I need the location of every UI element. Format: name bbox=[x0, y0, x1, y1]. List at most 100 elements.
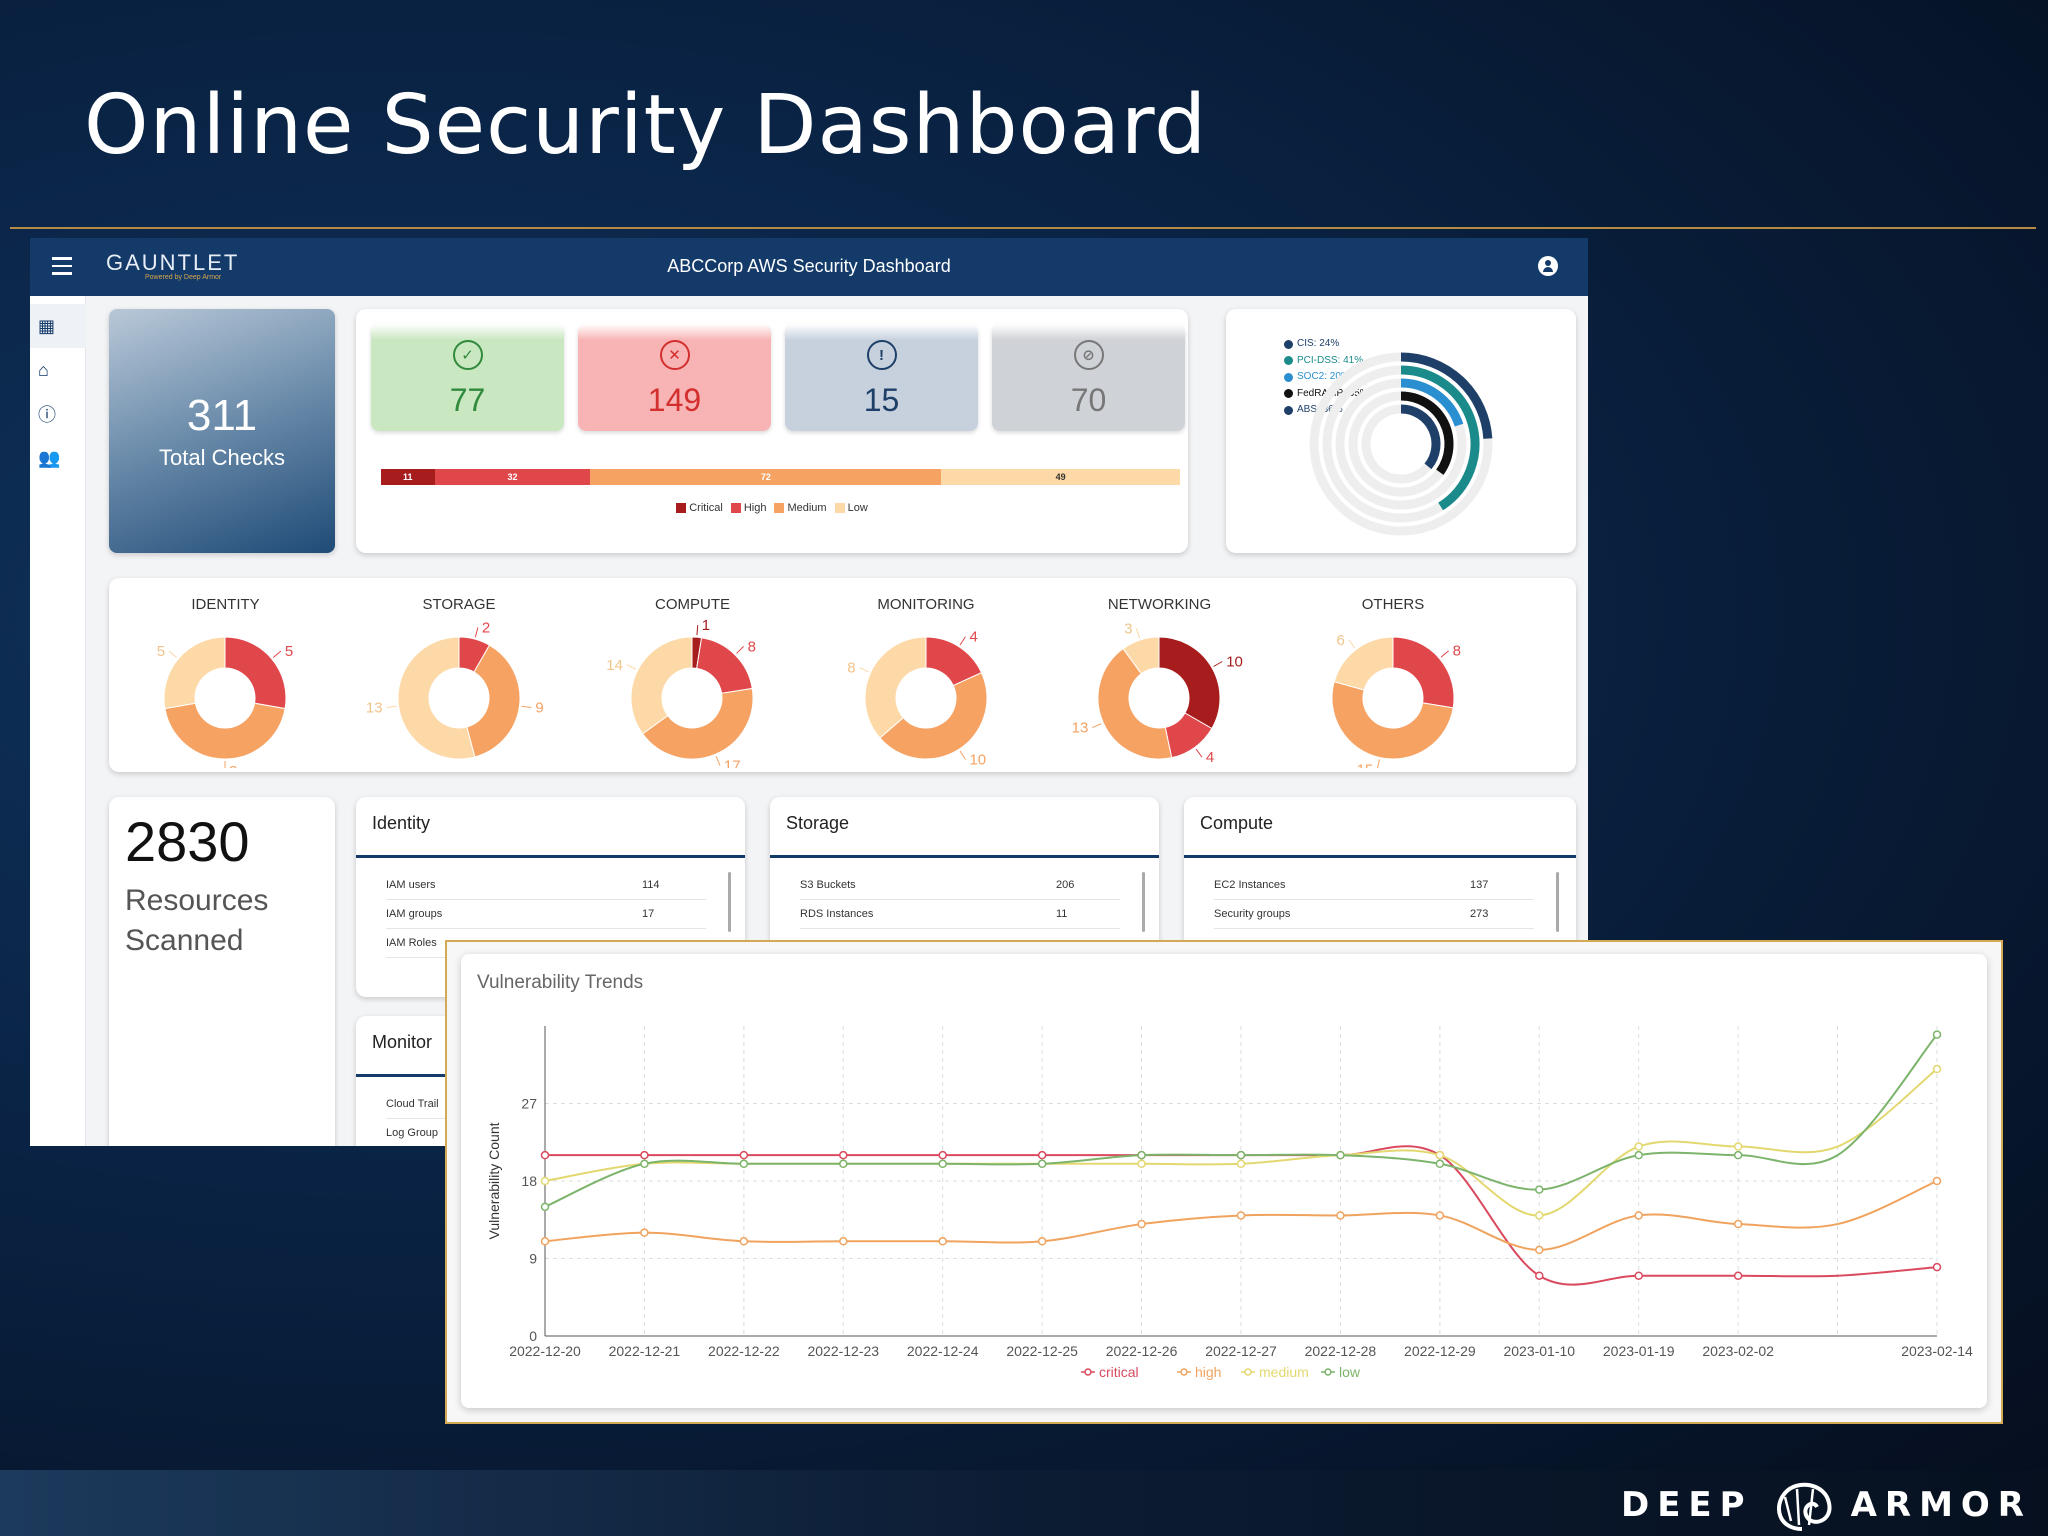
donut-slice[interactable] bbox=[397, 636, 475, 760]
severity-bar-segment[interactable]: 72 bbox=[590, 469, 942, 485]
compliance-arc[interactable] bbox=[1400, 378, 1464, 427]
data-point[interactable] bbox=[938, 1237, 947, 1246]
data-point[interactable] bbox=[540, 1176, 550, 1186]
data-point[interactable] bbox=[1733, 1142, 1743, 1151]
data-point[interactable] bbox=[1634, 1150, 1643, 1160]
legend-label[interactable]: low bbox=[1339, 1364, 1361, 1380]
data-point[interactable] bbox=[640, 1150, 649, 1160]
compliance-arc[interactable] bbox=[1400, 391, 1454, 475]
data-point[interactable] bbox=[1137, 1159, 1146, 1169]
donut-slice[interactable] bbox=[465, 644, 520, 758]
data-point[interactable] bbox=[640, 1228, 649, 1237]
data-point[interactable] bbox=[1733, 1219, 1743, 1229]
data-point[interactable] bbox=[839, 1150, 848, 1160]
severity-tile[interactable]: ✓ 77 bbox=[371, 324, 564, 431]
donut-slice[interactable] bbox=[878, 671, 987, 760]
data-point[interactable] bbox=[1336, 1211, 1345, 1220]
list-item[interactable]: Log Group bbox=[386, 1119, 706, 1146]
list-item[interactable]: IAM users 114 bbox=[386, 871, 706, 900]
scrollbar[interactable] bbox=[728, 872, 731, 932]
donut-slice[interactable] bbox=[630, 636, 693, 735]
donut-slice[interactable] bbox=[864, 636, 926, 739]
total-checks-card[interactable]: 311 Total Checks bbox=[109, 309, 335, 553]
donut-slice[interactable] bbox=[641, 687, 754, 760]
list-item[interactable]: EC2 Instances 137 bbox=[1214, 871, 1534, 900]
users-settings-icon[interactable]: 👥 bbox=[38, 447, 61, 468]
data-point[interactable] bbox=[1932, 1030, 1942, 1039]
data-point[interactable] bbox=[938, 1159, 947, 1169]
data-point[interactable] bbox=[1733, 1271, 1743, 1280]
data-point[interactable] bbox=[640, 1159, 649, 1169]
donut-slice[interactable] bbox=[224, 636, 287, 710]
data-point[interactable] bbox=[1137, 1150, 1146, 1160]
data-point[interactable] bbox=[1037, 1159, 1047, 1169]
data-point[interactable] bbox=[739, 1159, 749, 1169]
data-point[interactable] bbox=[1137, 1219, 1146, 1229]
severity-bar-segment[interactable]: 32 bbox=[434, 469, 591, 485]
alert-icon[interactable]: ⓘ bbox=[38, 405, 56, 425]
data-point[interactable] bbox=[1634, 1142, 1643, 1151]
account-circle-icon[interactable] bbox=[1538, 256, 1558, 276]
donut-slice[interactable] bbox=[696, 637, 753, 694]
data-point[interactable] bbox=[1535, 1185, 1544, 1194]
data-point[interactable] bbox=[1535, 1271, 1544, 1280]
compliance-arc[interactable] bbox=[1400, 404, 1441, 470]
donut-slice[interactable] bbox=[1331, 681, 1454, 760]
compliance-bank-icon[interactable]: ⌂ bbox=[38, 359, 49, 380]
list-item[interactable]: Security groups 273 bbox=[1214, 900, 1534, 929]
data-point[interactable] bbox=[938, 1150, 947, 1160]
data-point[interactable] bbox=[1535, 1245, 1544, 1255]
donut-slice[interactable] bbox=[1333, 636, 1393, 691]
total-checks-value: 311 bbox=[186, 391, 258, 440]
data-point[interactable] bbox=[739, 1150, 749, 1160]
severity-tile[interactable]: ✕ 149 bbox=[578, 324, 771, 431]
data-point[interactable] bbox=[1634, 1271, 1643, 1280]
scrollbar[interactable] bbox=[1556, 872, 1559, 932]
data-point[interactable] bbox=[1932, 1176, 1942, 1186]
menu-icon[interactable] bbox=[52, 257, 72, 275]
donut-slice[interactable] bbox=[163, 636, 226, 710]
donut-slice[interactable] bbox=[1158, 636, 1221, 730]
legend-label[interactable]: critical bbox=[1099, 1364, 1139, 1380]
donut-slice[interactable] bbox=[1097, 647, 1173, 760]
data-point[interactable] bbox=[1037, 1237, 1047, 1246]
donut-label: 13 bbox=[365, 700, 382, 717]
data-point[interactable] bbox=[1733, 1150, 1743, 1160]
severity-bar-segment[interactable]: 11 bbox=[381, 469, 435, 485]
data-point[interactable] bbox=[1336, 1150, 1345, 1160]
data-point[interactable] bbox=[739, 1237, 749, 1246]
donut-slice[interactable] bbox=[1392, 636, 1454, 709]
legend-label[interactable]: medium bbox=[1259, 1364, 1309, 1380]
data-point[interactable] bbox=[540, 1150, 550, 1160]
data-point[interactable] bbox=[1932, 1262, 1942, 1272]
data-point[interactable] bbox=[1535, 1211, 1544, 1220]
donut-label: 4 bbox=[969, 629, 977, 646]
data-point[interactable] bbox=[1435, 1150, 1445, 1160]
data-point[interactable] bbox=[1435, 1159, 1445, 1169]
severity-tile[interactable]: ⊘ 70 bbox=[992, 324, 1185, 431]
donut-slice[interactable] bbox=[1122, 636, 1160, 675]
list-item[interactable]: RDS Instances 11 bbox=[800, 900, 1120, 929]
data-point[interactable] bbox=[540, 1202, 550, 1212]
data-point[interactable] bbox=[839, 1237, 848, 1246]
data-point[interactable] bbox=[1932, 1064, 1942, 1074]
compliance-arc[interactable] bbox=[1400, 352, 1493, 439]
severity-bar-segment[interactable]: 49 bbox=[941, 469, 1180, 485]
data-point[interactable] bbox=[1236, 1150, 1246, 1160]
legend-label[interactable]: high bbox=[1195, 1364, 1221, 1380]
list-item[interactable]: IAM groups 17 bbox=[386, 900, 706, 929]
data-point[interactable] bbox=[1236, 1211, 1246, 1220]
dashboard-icon[interactable]: ▦ bbox=[30, 304, 86, 348]
scrollbar[interactable] bbox=[1142, 872, 1145, 932]
compliance-arc[interactable] bbox=[1400, 365, 1480, 511]
data-point[interactable] bbox=[839, 1159, 848, 1169]
data-point[interactable] bbox=[1037, 1150, 1047, 1160]
data-point[interactable] bbox=[1435, 1211, 1445, 1220]
severity-tile[interactable]: ! 15 bbox=[785, 324, 978, 431]
donut-slice[interactable] bbox=[164, 702, 286, 760]
data-point[interactable] bbox=[1634, 1211, 1643, 1220]
list-item[interactable]: S3 Buckets 206 bbox=[800, 871, 1120, 900]
shield-x-icon: ✕ bbox=[659, 340, 690, 370]
data-point[interactable] bbox=[1236, 1159, 1246, 1169]
data-point[interactable] bbox=[540, 1237, 550, 1246]
